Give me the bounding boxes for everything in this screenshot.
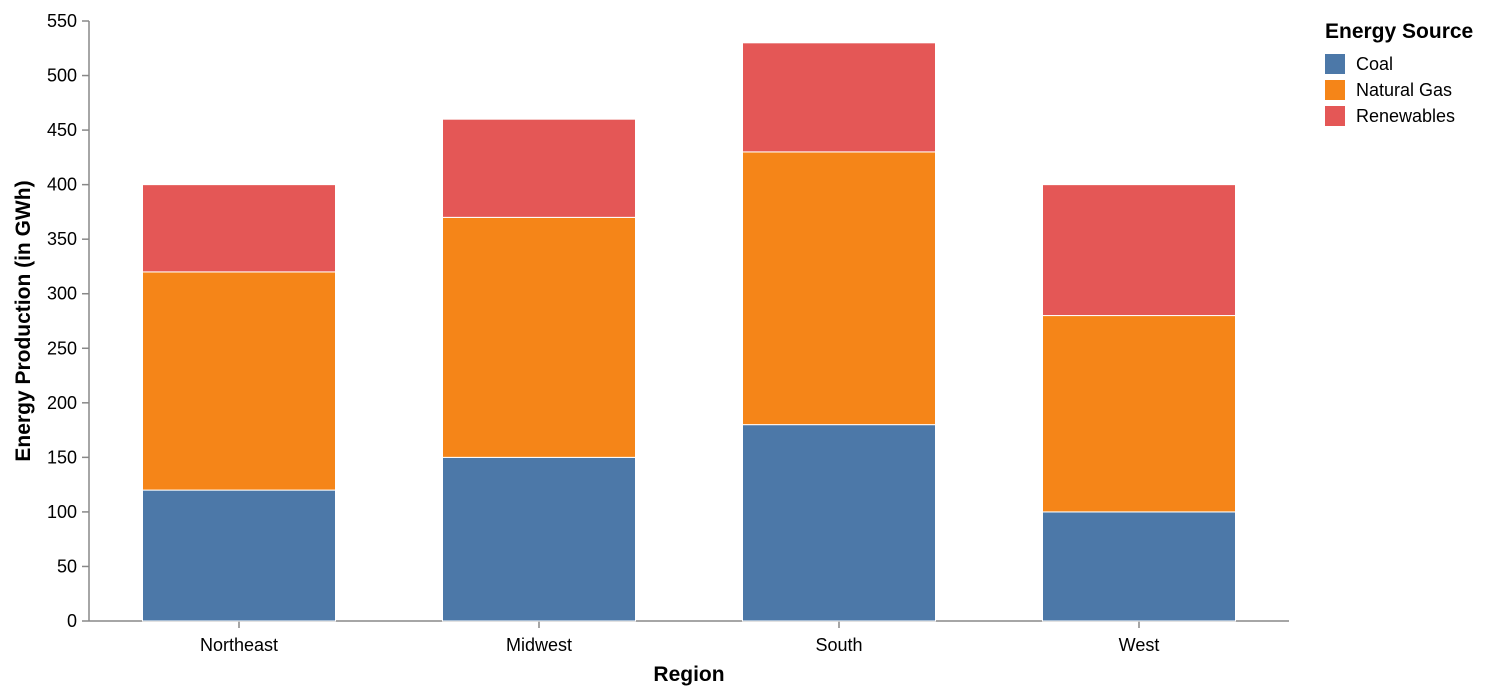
x-tick-label-midwest: Midwest <box>506 635 572 655</box>
x-tick-label-south: South <box>815 635 862 655</box>
bars <box>142 42 1236 622</box>
y-tick-label: 50 <box>57 556 77 576</box>
bar-midwest-natural-gas <box>442 216 636 458</box>
x-axis: Northeast Midwest South West <box>89 620 1289 655</box>
y-axis: 0 50 100 150 200 250 300 350 400 450 500 550 <box>47 11 90 631</box>
legend: Energy Source Coal Natural Gas Renewables <box>1325 20 1473 126</box>
legend-label-coal: Coal <box>1356 54 1393 74</box>
y-tick-label: 400 <box>47 175 77 195</box>
legend-label-natural-gas: Natural Gas <box>1356 80 1452 100</box>
y-tick-label: 0 <box>67 611 77 631</box>
legend-title: Energy Source <box>1325 20 1473 43</box>
y-axis-title: Energy Production (in GWh) <box>12 180 35 461</box>
bar-northeast-renewables <box>142 184 336 273</box>
bar-west-coal <box>1042 511 1236 622</box>
y-tick-label: 350 <box>47 229 77 249</box>
y-tick-label: 250 <box>47 338 77 358</box>
bar-south-natural-gas <box>742 151 936 426</box>
bar-midwest-renewables <box>442 118 636 218</box>
legend-label-renewables: Renewables <box>1356 106 1455 126</box>
y-tick-label: 100 <box>47 502 77 522</box>
x-tick-label-northeast: Northeast <box>200 635 278 655</box>
bar-south-renewables <box>742 42 936 153</box>
bar-west-renewables <box>1042 184 1236 317</box>
bar-northeast-natural-gas <box>142 271 336 491</box>
y-tick-label: 200 <box>47 393 77 413</box>
x-tick-label-west: West <box>1119 635 1160 655</box>
y-tick-label: 450 <box>47 120 77 140</box>
legend-swatch-coal <box>1325 54 1345 74</box>
legend-swatch-renewables <box>1325 106 1345 126</box>
y-tick-label: 150 <box>47 447 77 467</box>
x-axis-title: Region <box>653 663 724 686</box>
bar-west-natural-gas <box>1042 315 1236 513</box>
bar-south-coal <box>742 424 936 622</box>
bar-midwest-coal <box>442 456 636 622</box>
bar-northeast-coal <box>142 489 336 622</box>
y-tick-label: 300 <box>47 284 77 304</box>
y-tick-label: 550 <box>47 11 77 31</box>
y-tick-label: 500 <box>47 66 77 86</box>
legend-swatch-natural-gas <box>1325 80 1345 100</box>
